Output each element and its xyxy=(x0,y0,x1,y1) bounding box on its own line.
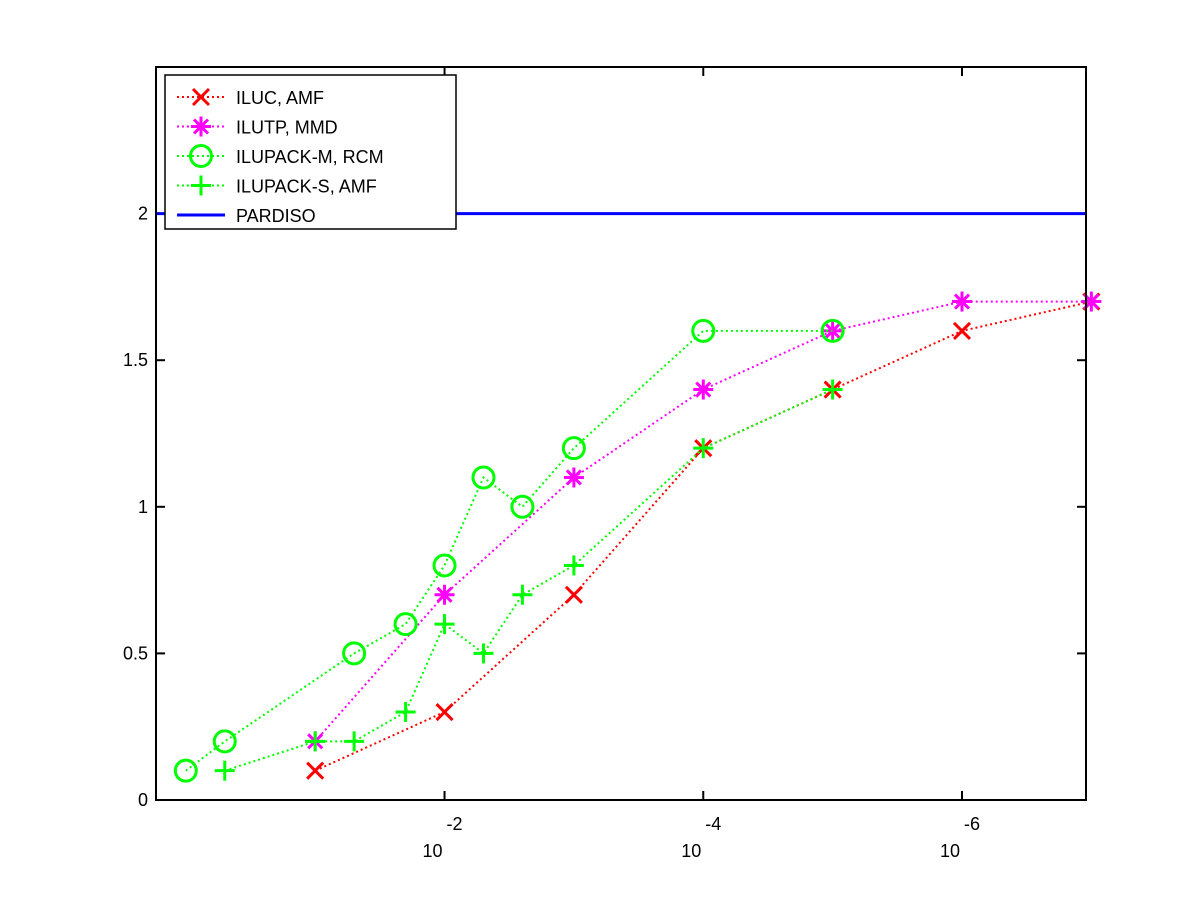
series-ilupack-m-rcm xyxy=(173,318,845,783)
y-tick-label: 2 xyxy=(138,204,148,224)
marker-circle xyxy=(342,641,367,666)
marker-x xyxy=(306,761,325,780)
marker-circle xyxy=(820,318,845,343)
legend: ILUC, AMF ILUTP, MMD ILUPACK-M, RCM ILUPACK… xyxy=(164,74,457,230)
marker-circle xyxy=(471,465,496,490)
marker-circle xyxy=(173,758,198,783)
legend-item: ILUPACK-M, RCM xyxy=(177,144,384,168)
x-tick-label-exponent: -6 xyxy=(964,814,980,834)
plot-frame xyxy=(155,66,1087,801)
legend-label: ILUC, AMF xyxy=(236,88,324,108)
marker-asterisk xyxy=(436,586,453,603)
y-tick-label: 1 xyxy=(138,497,148,517)
series-ilupack-s-amf xyxy=(214,379,843,781)
legend-item: ILUTP, MMD xyxy=(177,116,338,138)
y-tick-label: 0.5 xyxy=(123,643,148,663)
marker-circle xyxy=(432,553,457,578)
marker-x xyxy=(564,585,583,604)
y-tick-label: 1.5 xyxy=(123,350,148,370)
marker-circle xyxy=(510,494,535,519)
x-tick-label-base: 10 xyxy=(940,841,960,861)
marker-x xyxy=(191,87,211,107)
legend-item: ILUPACK-S, AMF xyxy=(177,175,377,197)
legend-item: PARDISO xyxy=(177,206,316,226)
marker-asterisk xyxy=(695,381,712,398)
x-tick-label-exponent: -2 xyxy=(447,814,463,834)
x-tick-label-base: 10 xyxy=(681,841,701,861)
legend-label: ILUPACK-M, RCM xyxy=(236,147,384,167)
legend-item: ILUC, AMF xyxy=(177,87,324,108)
marker-x xyxy=(952,321,972,340)
marker-circle xyxy=(393,612,418,637)
legend-label: ILUTP, MMD xyxy=(236,118,338,138)
series-ilutp-mmd xyxy=(305,291,1102,752)
marker-asterisk xyxy=(824,322,841,339)
marker-circle xyxy=(212,729,237,754)
legend-box xyxy=(164,74,457,230)
marker-circle xyxy=(561,436,586,461)
marker-asterisk xyxy=(953,293,971,310)
x-tick-label-exponent: -4 xyxy=(705,814,721,834)
marker-asterisk xyxy=(192,118,210,135)
x-tick-label-base: 10 xyxy=(423,841,443,861)
legend-label: PARDISO xyxy=(236,206,316,226)
series-line xyxy=(185,329,833,772)
marker-asterisk xyxy=(565,469,582,486)
marker-circle xyxy=(189,144,213,168)
y-tick-label: 0 xyxy=(138,790,148,810)
marker-x xyxy=(435,702,454,722)
marker-circle xyxy=(691,318,716,343)
legend-label: ILUPACK-S, AMF xyxy=(236,177,377,197)
series-line xyxy=(224,388,834,772)
